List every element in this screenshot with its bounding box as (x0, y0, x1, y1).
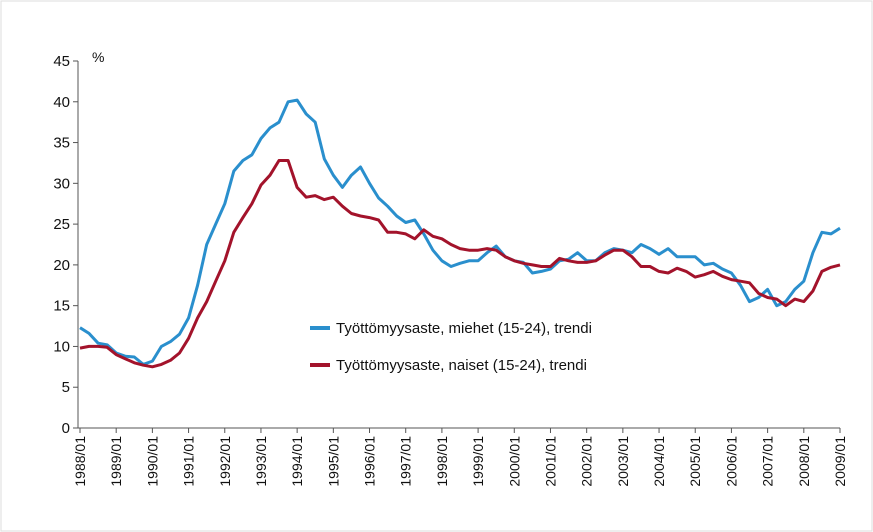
x-tick-label: 1998/01 (434, 436, 450, 487)
y-unit-label: % (92, 49, 104, 65)
x-tick-label: 1988/01 (72, 436, 88, 487)
x-tick-label: 1996/01 (362, 436, 378, 487)
y-tick-label: 40 (53, 94, 70, 111)
x-tick-label: 2003/01 (615, 436, 631, 487)
line-series (79, 159, 841, 369)
x-tick-label: 1993/01 (253, 436, 269, 487)
line-series (79, 98, 841, 366)
x-tick-label: 1992/01 (217, 436, 233, 487)
x-tick-label: 2009/01 (832, 436, 848, 487)
x-tick-label: 2004/01 (651, 436, 667, 487)
y-tick-label: 20 (53, 257, 70, 274)
x-tick-label: 2002/01 (579, 436, 595, 487)
legend-label: Työttömyysaste, naiset (15-24), trendi (336, 357, 587, 374)
y-tick-label: 30 (53, 175, 70, 192)
y-tick-label: 0 (62, 420, 70, 437)
y-tick-label: 15 (53, 298, 70, 315)
x-tick-label: 1990/01 (144, 436, 160, 487)
x-tick-label: 2006/01 (723, 436, 739, 487)
x-tick-label: 1989/01 (108, 436, 124, 487)
x-tick-label: 1995/01 (325, 436, 341, 487)
y-tick-label: 10 (53, 338, 70, 355)
x-tick-label: 1997/01 (398, 436, 414, 487)
x-tick-label: 2000/01 (506, 436, 522, 487)
x-tick-label: 1991/01 (181, 436, 197, 487)
x-tick-label: 1999/01 (470, 436, 486, 487)
y-tick-label: 45 (53, 53, 70, 70)
x-tick-label: 1994/01 (289, 436, 305, 487)
y-tick-label: 25 (53, 216, 70, 233)
x-tick-label: 2001/01 (542, 436, 558, 487)
y-tick-label: 35 (53, 135, 70, 152)
x-tick-label: 2005/01 (687, 436, 703, 487)
legend-label: Työttömyysaste, miehet (15-24), trendi (336, 320, 592, 337)
x-tick-label: 2007/01 (760, 436, 776, 487)
y-tick-label: 5 (62, 379, 70, 396)
x-tick-label: 2008/01 (796, 436, 812, 487)
